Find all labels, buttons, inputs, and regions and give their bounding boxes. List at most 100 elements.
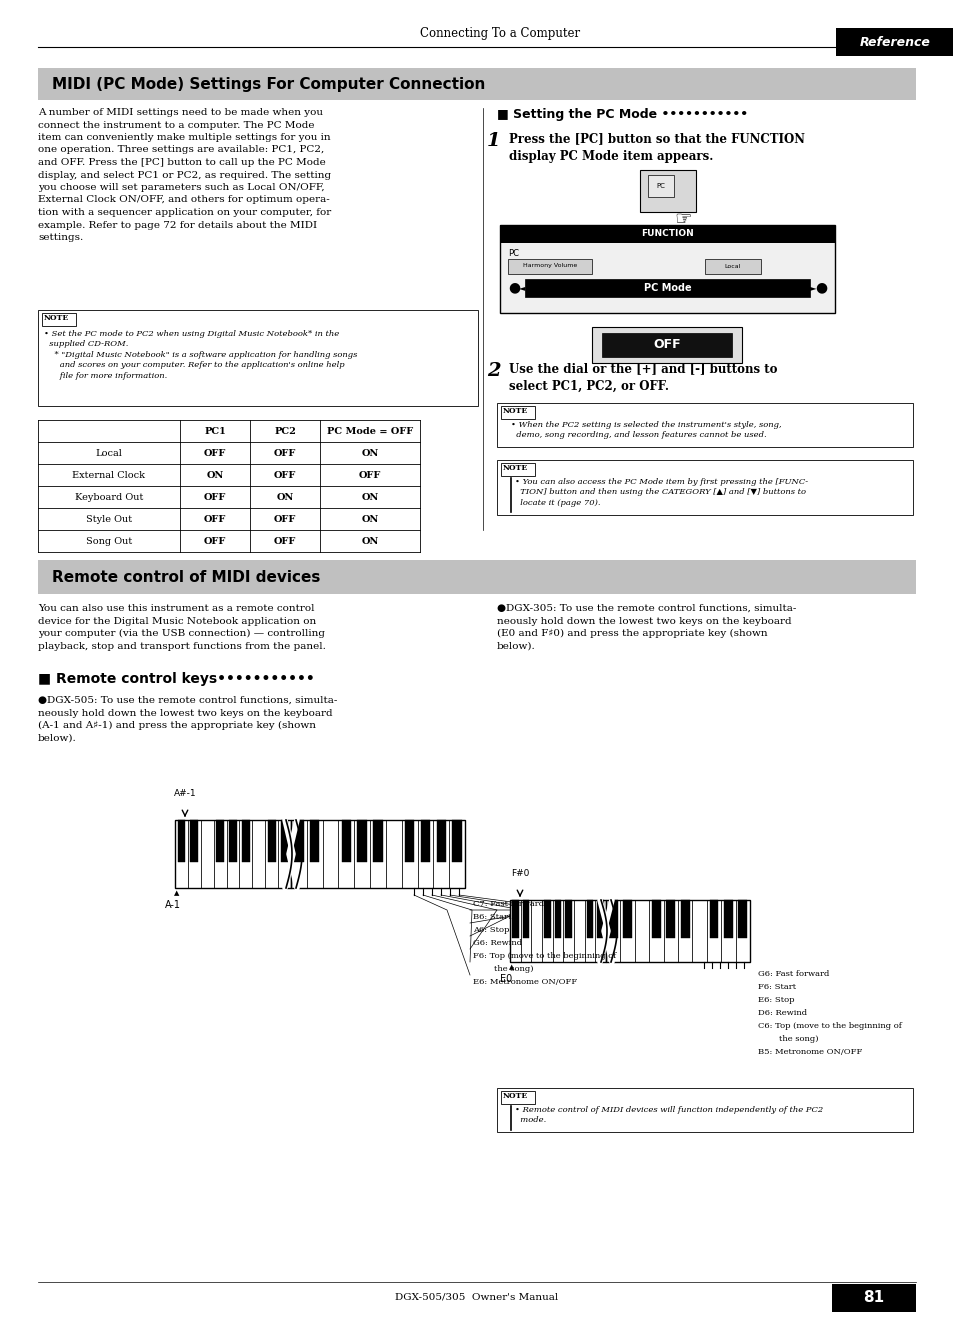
Bar <box>436 820 446 862</box>
Bar <box>592 327 741 362</box>
Bar <box>226 820 239 888</box>
Bar <box>239 820 253 888</box>
Text: C6: Top (move to the beginning of: C6: Top (move to the beginning of <box>758 1021 901 1029</box>
Bar <box>586 900 593 938</box>
Bar <box>531 900 541 962</box>
Text: A6: Stop: A6: Stop <box>473 927 509 934</box>
Text: ☞: ☞ <box>674 210 691 229</box>
Bar <box>42 312 76 326</box>
Bar <box>417 820 433 888</box>
Text: NOTE: NOTE <box>502 1093 528 1101</box>
Bar <box>647 175 673 196</box>
Text: Use the dial or the [+] and [-] buttons to: Use the dial or the [+] and [-] buttons … <box>509 362 777 376</box>
Bar <box>584 900 595 962</box>
Text: • When the PC2 setting is selected the instrument's style, song,
  demo, song re: • When the PC2 setting is selected the i… <box>511 420 781 439</box>
Bar <box>294 820 303 862</box>
Bar <box>404 820 414 862</box>
Bar <box>522 900 529 938</box>
Text: Local: Local <box>95 448 122 457</box>
Text: Remote control of MIDI devices: Remote control of MIDI devices <box>52 569 320 584</box>
Bar <box>738 900 746 938</box>
Text: 2: 2 <box>486 362 500 380</box>
Text: PC Mode: PC Mode <box>643 283 691 293</box>
Bar <box>507 260 592 274</box>
Bar <box>512 900 518 938</box>
Bar <box>510 900 605 962</box>
Bar <box>200 820 213 888</box>
Text: ON: ON <box>361 514 378 523</box>
Text: Song Out: Song Out <box>86 536 132 546</box>
Text: NOTE: NOTE <box>44 314 70 322</box>
Text: You can also use this instrument as a remote control
device for the Digital Musi: You can also use this instrument as a re… <box>38 604 326 651</box>
Text: F6: Start: F6: Start <box>758 983 796 991</box>
Bar <box>720 900 735 962</box>
Bar <box>452 820 461 862</box>
Bar <box>552 900 562 962</box>
Text: Press the [PC] button so that the FUNCTION: Press the [PC] button so that the FUNCTI… <box>509 132 804 145</box>
Bar <box>213 820 226 888</box>
Text: E6: Metronome ON/OFF: E6: Metronome ON/OFF <box>473 978 577 986</box>
Text: OFF: OFF <box>204 493 226 502</box>
Bar <box>520 900 531 962</box>
Text: ●: ● <box>507 279 519 294</box>
Text: OFF: OFF <box>204 448 226 457</box>
Bar <box>322 820 338 888</box>
Text: • Remote control of MIDI devices will function independently of the PC2
  mode.: • Remote control of MIDI devices will fu… <box>515 1106 822 1124</box>
Text: PC1: PC1 <box>204 427 226 435</box>
Text: OFF: OFF <box>274 514 295 523</box>
Bar <box>291 820 464 888</box>
Text: G6: Rewind: G6: Rewind <box>473 938 521 948</box>
Bar <box>174 820 291 888</box>
Bar <box>831 1284 915 1311</box>
Text: display PC Mode item appears.: display PC Mode item appears. <box>509 150 713 163</box>
Bar <box>449 820 464 888</box>
Bar <box>38 69 915 100</box>
Text: Connecting To a Computer: Connecting To a Computer <box>419 26 579 40</box>
Text: ▲: ▲ <box>174 890 179 896</box>
Bar <box>499 225 834 243</box>
Text: OFF: OFF <box>204 514 226 523</box>
Text: PC Mode = OFF: PC Mode = OFF <box>327 427 413 435</box>
Bar <box>291 820 307 888</box>
Bar <box>38 560 915 594</box>
Bar <box>608 900 617 938</box>
Text: PC: PC <box>507 249 518 258</box>
Bar <box>541 900 552 962</box>
Text: G6: Fast forward: G6: Fast forward <box>758 970 828 978</box>
Bar <box>191 820 198 862</box>
Bar <box>310 820 319 862</box>
Bar <box>354 820 370 888</box>
Bar <box>357 820 367 862</box>
Bar <box>692 900 706 962</box>
Text: B5: Metronome ON/OFF: B5: Metronome ON/OFF <box>758 1048 862 1056</box>
Bar <box>338 820 354 888</box>
Bar <box>663 900 678 962</box>
Bar <box>510 900 520 962</box>
Text: ■ Setting the PC Mode •••••••••••: ■ Setting the PC Mode ••••••••••• <box>497 108 747 121</box>
Text: ▲: ▲ <box>509 963 515 970</box>
Text: NOTE: NOTE <box>502 464 528 472</box>
Bar <box>497 403 912 447</box>
Text: the song): the song) <box>758 1035 818 1043</box>
Bar <box>555 900 560 938</box>
Bar <box>574 900 584 962</box>
Bar <box>595 900 605 962</box>
Bar <box>639 170 696 212</box>
Bar <box>649 900 663 962</box>
Text: ON: ON <box>361 448 378 457</box>
Text: Style Out: Style Out <box>86 514 132 523</box>
Bar <box>500 463 535 476</box>
Bar <box>253 820 265 888</box>
Bar <box>268 820 275 862</box>
Bar <box>605 900 619 962</box>
Text: OFF: OFF <box>653 339 680 352</box>
Text: OFF: OFF <box>274 448 295 457</box>
Text: Harmony Volume: Harmony Volume <box>522 264 577 269</box>
Text: MIDI (PC Mode) Settings For Computer Connection: MIDI (PC Mode) Settings For Computer Con… <box>52 76 485 91</box>
Bar <box>177 820 185 862</box>
Bar <box>229 820 236 862</box>
Text: D6: Rewind: D6: Rewind <box>758 1010 806 1017</box>
Bar <box>386 820 401 888</box>
Bar <box>605 900 749 962</box>
Bar <box>38 310 477 406</box>
